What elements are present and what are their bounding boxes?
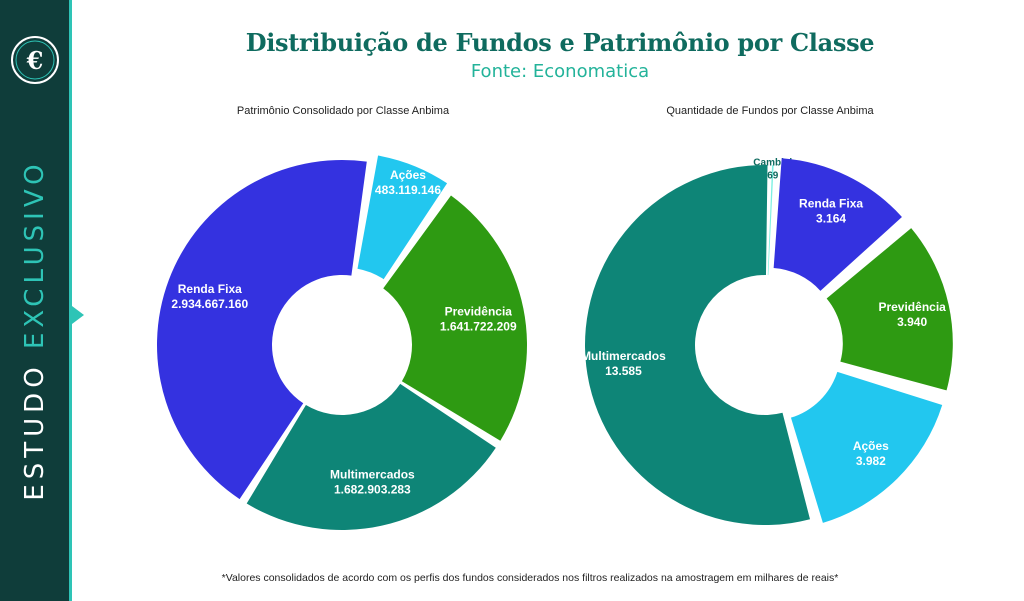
slice-label-acoes: Ações	[390, 168, 426, 182]
slice-label-renda-fixa: Renda Fixa	[178, 282, 242, 296]
sidebar-arrow-icon	[72, 306, 84, 324]
slice-label-multimercados: Multimercados	[581, 349, 666, 363]
slice-value-previdencia: 3.940	[897, 315, 927, 329]
slice-label-acoes: Ações	[853, 439, 889, 453]
slice-label-renda-fixa: Renda Fixa	[799, 197, 863, 211]
slice-value-renda-fixa: 2.934.667.160	[171, 297, 248, 311]
slice-previdencia	[383, 195, 527, 441]
slice-previdencia	[826, 228, 953, 391]
slice-label-previdencia: Previdência	[878, 300, 946, 314]
slice-cambial	[767, 165, 774, 276]
slice-value-acoes: 3.982	[856, 454, 886, 468]
slice-acoes	[790, 371, 943, 523]
slice-label-previdencia: Previdência	[445, 305, 513, 319]
chart-title-left: Patrimônio Consolidado por Classe Anbima	[236, 105, 450, 117]
slice-value-previdencia: 1.641.722.209	[440, 320, 517, 334]
euro-sign-icon: €	[11, 36, 59, 84]
slice-renda-fixa	[773, 158, 902, 291]
sidebar: € ESTUDO EXCLUSIVO	[0, 0, 69, 601]
slice-renda-fixa	[157, 160, 367, 500]
slice-acoes	[357, 155, 448, 280]
slice-label-cambial: Cambial	[753, 157, 792, 168]
slice-value-multimercados: 1.682.903.283	[334, 483, 411, 497]
slice-multimercados	[246, 383, 496, 530]
slice-label-multimercados: Multimercados	[330, 468, 415, 482]
page-title: Distribuição de Fundos e Patrimônio por …	[245, 28, 875, 57]
footnote: *Valores consolidados de acordo com os p…	[221, 572, 839, 584]
slice-value-acoes: 483.119.146	[375, 183, 441, 197]
chart-title-right: Quantidade de Fundos por Classe Anbima	[666, 105, 874, 117]
slice-value-cambial: 69	[767, 170, 779, 181]
page-subtitle: Fonte: Economatica	[470, 61, 650, 82]
svg-text:€: €	[26, 46, 44, 75]
slice-multimercados	[584, 164, 811, 526]
slice-value-multimercados: 13.585	[605, 364, 642, 378]
sidebar-edge	[69, 0, 72, 601]
slice-value-renda-fixa: 3.164	[816, 212, 846, 226]
